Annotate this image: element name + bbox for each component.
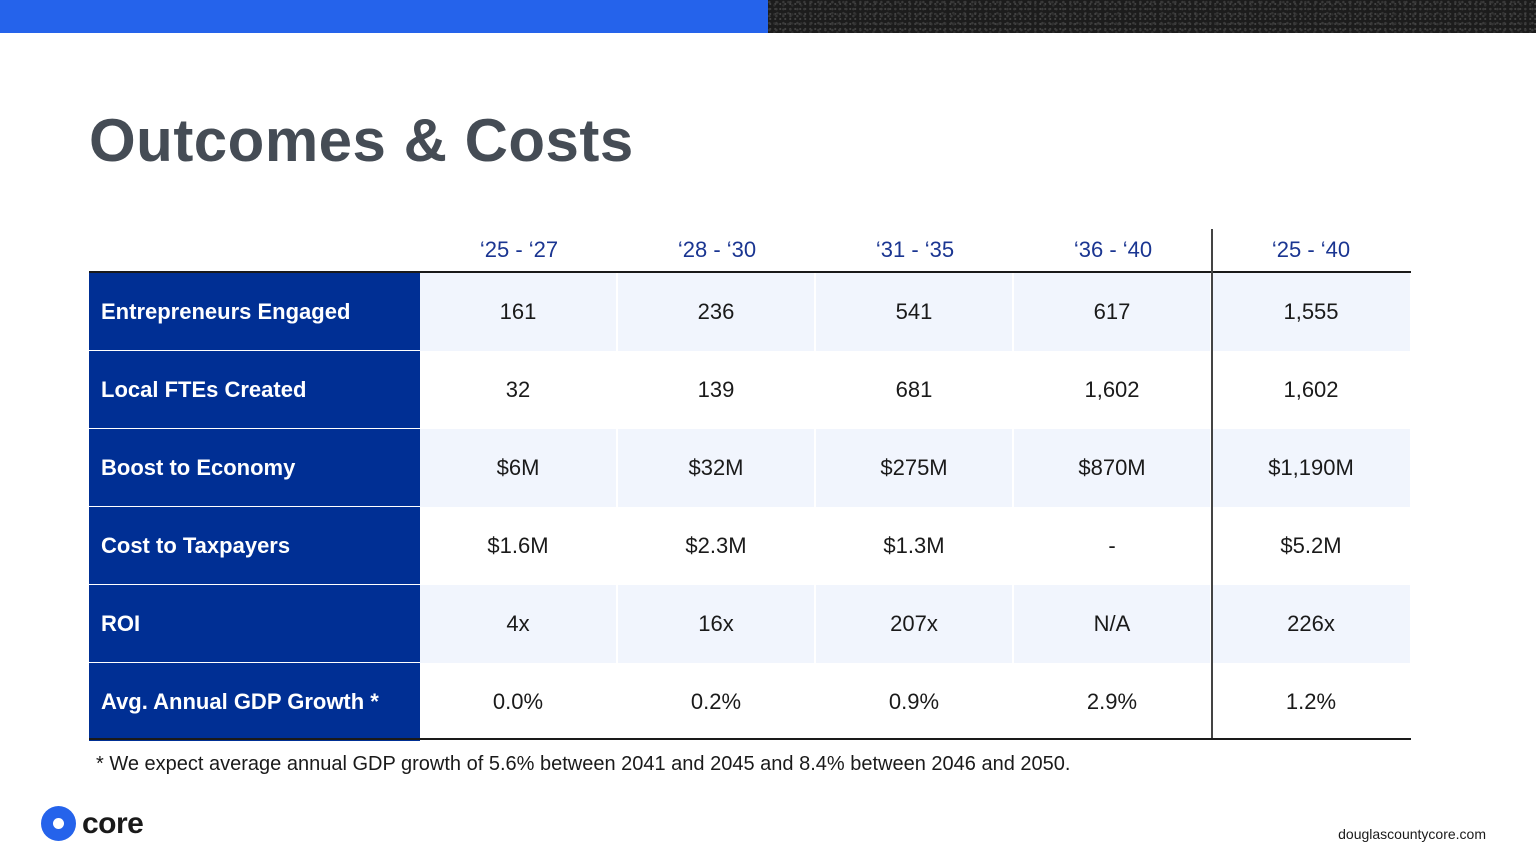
column-header: ‘31 - ‘35: [875, 237, 955, 262]
table-cell: $1.6M: [487, 533, 549, 558]
table-cell: $6M: [420, 429, 616, 507]
table-row: Boost to Economy $6M $32M $275M $870M $1…: [89, 429, 1411, 507]
table-cell: $870M: [1014, 429, 1210, 507]
column-header: ‘36 - ‘40: [1073, 237, 1153, 262]
table-cell: $1,190M: [1212, 429, 1410, 507]
row-label: Avg. Annual GDP Growth *: [89, 663, 420, 741]
table-cell: 681: [895, 377, 933, 402]
table-row: Entrepreneurs Engaged 161 236 541 617 1,…: [89, 273, 1411, 351]
outcomes-table: ‘25 - ‘27 ‘28 - ‘30 ‘31 - ‘35 ‘36 - ‘40 …: [89, 229, 1411, 741]
footnote: * We expect average annual GDP growth of…: [96, 753, 1071, 775]
row-label: ROI: [89, 585, 420, 663]
table-row: Avg. Annual GDP Growth * 0.0% 0.2% 0.9% …: [89, 663, 1411, 741]
table-cell: 1,602: [1084, 377, 1140, 402]
table-cell: $32M: [618, 429, 814, 507]
table-cell: 541: [816, 273, 1012, 351]
column-header: ‘28 - ‘30: [677, 237, 757, 262]
table-cell: $1.3M: [883, 533, 945, 558]
table-bottom-rule: [89, 738, 1411, 740]
table-cell: 1,555: [1212, 273, 1410, 351]
table-cell: 0.0%: [492, 689, 544, 714]
table-cell: 1.2%: [1285, 689, 1337, 714]
row-label: Local FTEs Created: [89, 351, 420, 429]
row-label: Entrepreneurs Engaged: [89, 273, 420, 351]
table-cell: 2.9%: [1086, 689, 1138, 714]
row-label: Boost to Economy: [89, 429, 420, 507]
table-cell: $2.3M: [685, 533, 747, 558]
table-cell: 617: [1014, 273, 1210, 351]
top-accent-bar: [0, 0, 768, 33]
table-cell: 0.2%: [690, 689, 742, 714]
table-cell: $5.2M: [1280, 533, 1342, 558]
table-cell: 16x: [618, 585, 814, 663]
table-cell: 1,602: [1283, 377, 1339, 402]
table-row: ROI 4x 16x 207x N/A 226x: [89, 585, 1411, 663]
table-header-row: ‘25 - ‘27 ‘28 - ‘30 ‘31 - ‘35 ‘36 - ‘40 …: [89, 229, 1411, 273]
row-label: Cost to Taxpayers: [89, 507, 420, 585]
table-cell: 226x: [1212, 585, 1410, 663]
table-cell: 4x: [420, 585, 616, 663]
page-title: Outcomes & Costs: [89, 107, 634, 174]
table-cell: 0.9%: [888, 689, 940, 714]
table-cell: 236: [618, 273, 814, 351]
core-logo-icon: [41, 806, 76, 841]
table-row: Cost to Taxpayers $1.6M $2.3M $1.3M - $5…: [89, 507, 1411, 585]
table-row: Local FTEs Created 32 139 681 1,602 1,60…: [89, 351, 1411, 429]
table-cell: N/A: [1014, 585, 1210, 663]
column-header: ‘25 - ‘40: [1271, 237, 1351, 262]
column-header: ‘25 - ‘27: [479, 237, 559, 262]
table-cell: 207x: [816, 585, 1012, 663]
table-cell: 161: [420, 273, 616, 351]
table-cell: 32: [505, 377, 531, 402]
logo-text: core: [82, 806, 144, 840]
table-cell: 139: [697, 377, 735, 402]
top-texture-bar: [768, 0, 1536, 33]
table-cell: -: [1108, 533, 1116, 558]
total-column-divider: [1211, 229, 1213, 739]
website-url: douglascountycore.com: [1338, 826, 1486, 842]
table-cell: $275M: [816, 429, 1012, 507]
core-logo: core: [41, 806, 144, 841]
